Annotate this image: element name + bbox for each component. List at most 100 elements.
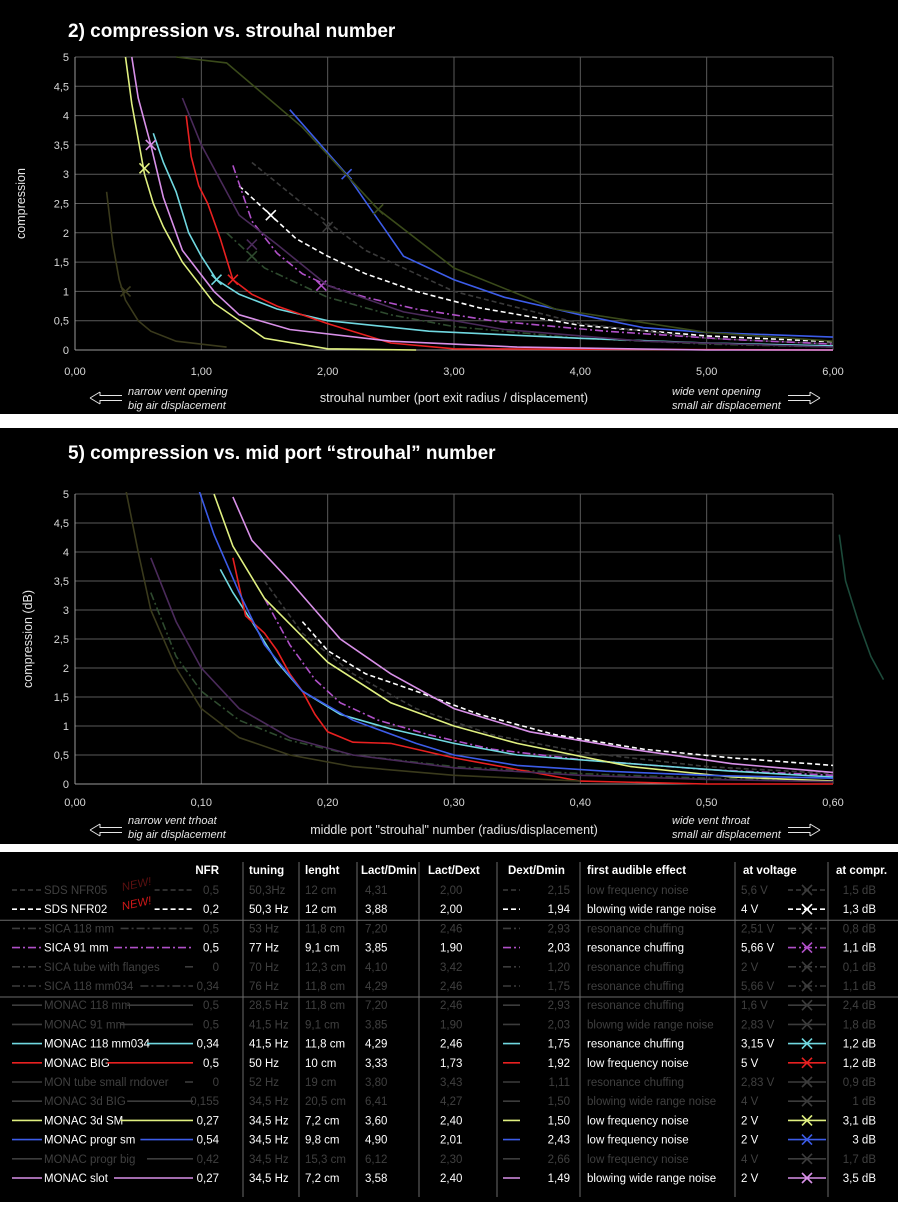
legend-cell-3: 7,20 <box>365 1000 387 1012</box>
legend-cell-4: 1,73 <box>440 1058 462 1070</box>
legend-header-3: Lact/Dmin <box>361 865 417 877</box>
legend-cell-7: 1,6 V <box>741 1000 768 1012</box>
legend-cell-4: 1,90 <box>440 1019 462 1031</box>
chart-panel-strouhal: 2) compression vs. strouhal number 0,00 1,… <box>0 0 898 414</box>
legend-cell-4: 2,00 <box>440 885 462 897</box>
series-marker <box>315 279 327 292</box>
legend-cell-6: blowng wide range noise <box>587 1019 714 1031</box>
x-tick-label: 0,50 <box>696 797 717 809</box>
legend-cell-2: 9,1 cm <box>305 1019 340 1031</box>
series-line-monac-118-mm <box>176 56 834 342</box>
y-tick-label: 2 <box>63 228 69 240</box>
legend-row: MONAC 118 mm 0,5 28,5 Hz 11,8 cm 7,20 2,46 2,9… <box>12 999 876 1012</box>
legend-marker-x-icon <box>801 999 813 1011</box>
series-line-monac-slot <box>232 496 834 774</box>
legend-cell-2: 12 cm <box>305 885 336 897</box>
legend-cell-6: resonance chuffing <box>587 981 684 993</box>
y-tick-label: 0 <box>63 779 69 791</box>
y-tick-label: 3 <box>63 605 69 617</box>
y-tick-label: 5 <box>63 52 69 64</box>
legend-cell-2: 11,8 cm <box>305 923 345 935</box>
legend-cell-1: 77 Hz <box>249 943 279 955</box>
legend-cell-6: blowing wide range noise <box>587 904 716 916</box>
legend-cell-1: 50,3Hz <box>249 885 286 897</box>
legend-cell-1: 41,5 Hz <box>249 1019 289 1031</box>
series-marker <box>138 162 151 174</box>
legend-series-name: SICA 91 mm <box>44 943 109 955</box>
legend-cell-5: 2,93 <box>548 1000 570 1012</box>
legend-cell-6: blowing wide range noise <box>587 1096 716 1108</box>
legend-cell-8: 1,2 dB <box>843 1039 877 1051</box>
legend-cell-1: 53 Hz <box>249 923 279 935</box>
legend-cell-5: 2,03 <box>548 1019 570 1031</box>
legend-cell-5: 2,15 <box>548 885 570 897</box>
legend-cell-1: 34,5 Hz <box>249 1135 289 1147</box>
y-axis-label: compression <box>14 168 28 239</box>
x-tick-label: 0,40 <box>570 797 591 809</box>
legend-marker-x-icon <box>801 1153 813 1165</box>
x-tick-label: 4,00 <box>570 366 591 378</box>
legend-cell-4: 3,43 <box>440 1077 462 1089</box>
y-tick-label: 4 <box>63 111 69 123</box>
y-tick-label: 2,5 <box>54 199 69 211</box>
legend-series-name: MON tube small rndover <box>44 1077 169 1089</box>
series-marker <box>119 285 132 297</box>
legend-row: MONAC progr sm 0,54 34,5 Hz 9,8 cm 4,90 2,01 2… <box>12 1134 876 1147</box>
series-line-monac-118-mm034 <box>152 132 834 347</box>
legend-row: MONAC 118 mm034 0,34 41,5 Hz 11,8 cm 4,29 2,4… <box>12 1038 877 1051</box>
right-note-line-2: small air displacement <box>672 400 782 412</box>
legend-series-name: SDS NFR02 <box>44 904 107 916</box>
legend-series-name: MONAC slot <box>44 1173 109 1185</box>
y-tick-label: 2,5 <box>54 634 69 646</box>
legend-cell-8: 1 dB <box>852 1096 876 1108</box>
legend-cell-5: 1,94 <box>548 904 571 916</box>
y-tick-label: 0,5 <box>54 316 69 328</box>
legend-cell-7: 3,15 V <box>741 1039 775 1051</box>
legend-marker-x-icon <box>801 1095 813 1107</box>
legend-series-name: SDS NFR05 <box>44 885 107 897</box>
legend-row: SICA 118 mm034 0,34 76 Hz 11,8 cm 4,29 2,46 1,… <box>12 980 876 993</box>
legend-cell-4: 2,00 <box>440 904 462 916</box>
y-tick-label: 3 <box>63 169 69 181</box>
legend-series-name: SICA tube with flanges <box>44 962 160 974</box>
y-tick-label: 1 <box>63 721 69 733</box>
legend-cell-4: 2,40 <box>440 1173 462 1185</box>
x-tick-label: 0,00 <box>64 797 85 809</box>
legend-cell-0: 0,5 <box>203 885 219 897</box>
series-line-monac-118-mm <box>838 534 885 680</box>
y-tick-label: 4 <box>63 547 69 559</box>
legend-header-5: Dext/Dmin <box>508 865 565 877</box>
legend-cell-3: 3,88 <box>365 904 387 916</box>
left-arrow-icon <box>89 391 122 405</box>
y-tick-label: 4,5 <box>54 518 69 530</box>
legend-header-7: at voltage <box>743 865 797 877</box>
legend-row: SDS NFR02 NEW! 0,2 50,3 Hz 12 cm 3,88 2,00 1,94… <box>12 895 876 916</box>
legend-cell-0: 0 <box>213 1077 219 1089</box>
legend-cell-4: 3,42 <box>440 962 462 974</box>
series-marker <box>246 250 258 262</box>
series-line-monac-slot <box>131 56 833 351</box>
chart-panel-mid-port: 5) compression vs. mid port “strouhal” n… <box>0 428 898 844</box>
legend-cell-8: 1,5 dB <box>843 885 877 897</box>
legend-cell-3: 3,58 <box>365 1173 387 1185</box>
x-tick-label: 2,00 <box>317 366 338 378</box>
legend-cell-2: 15,3 cm <box>305 1154 346 1166</box>
legend-cell-2: 12,3 cm <box>305 962 346 974</box>
legend-row: MONAC BIG 0,5 50 Hz 10 cm 3,33 1,73 1,92 low fr… <box>12 1057 876 1070</box>
legend-cell-7: 2,83 V <box>741 1019 775 1031</box>
y-tick-label: 5 <box>63 489 69 501</box>
legend-cell-6: low frequency noise <box>587 1058 689 1070</box>
y-tick-label: 1 <box>63 286 69 298</box>
series-line-monac-big <box>185 115 834 351</box>
x-tick-label: 0,20 <box>317 797 338 809</box>
new-badge: NEW! <box>121 895 154 913</box>
legend-cell-6: low frequency noise <box>587 1154 689 1166</box>
legend-cell-3: 3,33 <box>365 1058 387 1070</box>
left-note-line-1: narrow vent trhoat <box>128 815 218 827</box>
series-line-monac-3d-sm <box>124 56 417 351</box>
legend-series-name: MONAC 3d BIG <box>44 1096 126 1108</box>
legend-row: MONAC slot 0,27 34,5 Hz 7,2 cm 3,58 2,40 1,49 b… <box>12 1172 876 1185</box>
legend-cell-1: 70 Hz <box>249 962 279 974</box>
legend-marker-x-icon <box>801 884 813 896</box>
legend-cell-8: 0,8 dB <box>843 923 877 935</box>
